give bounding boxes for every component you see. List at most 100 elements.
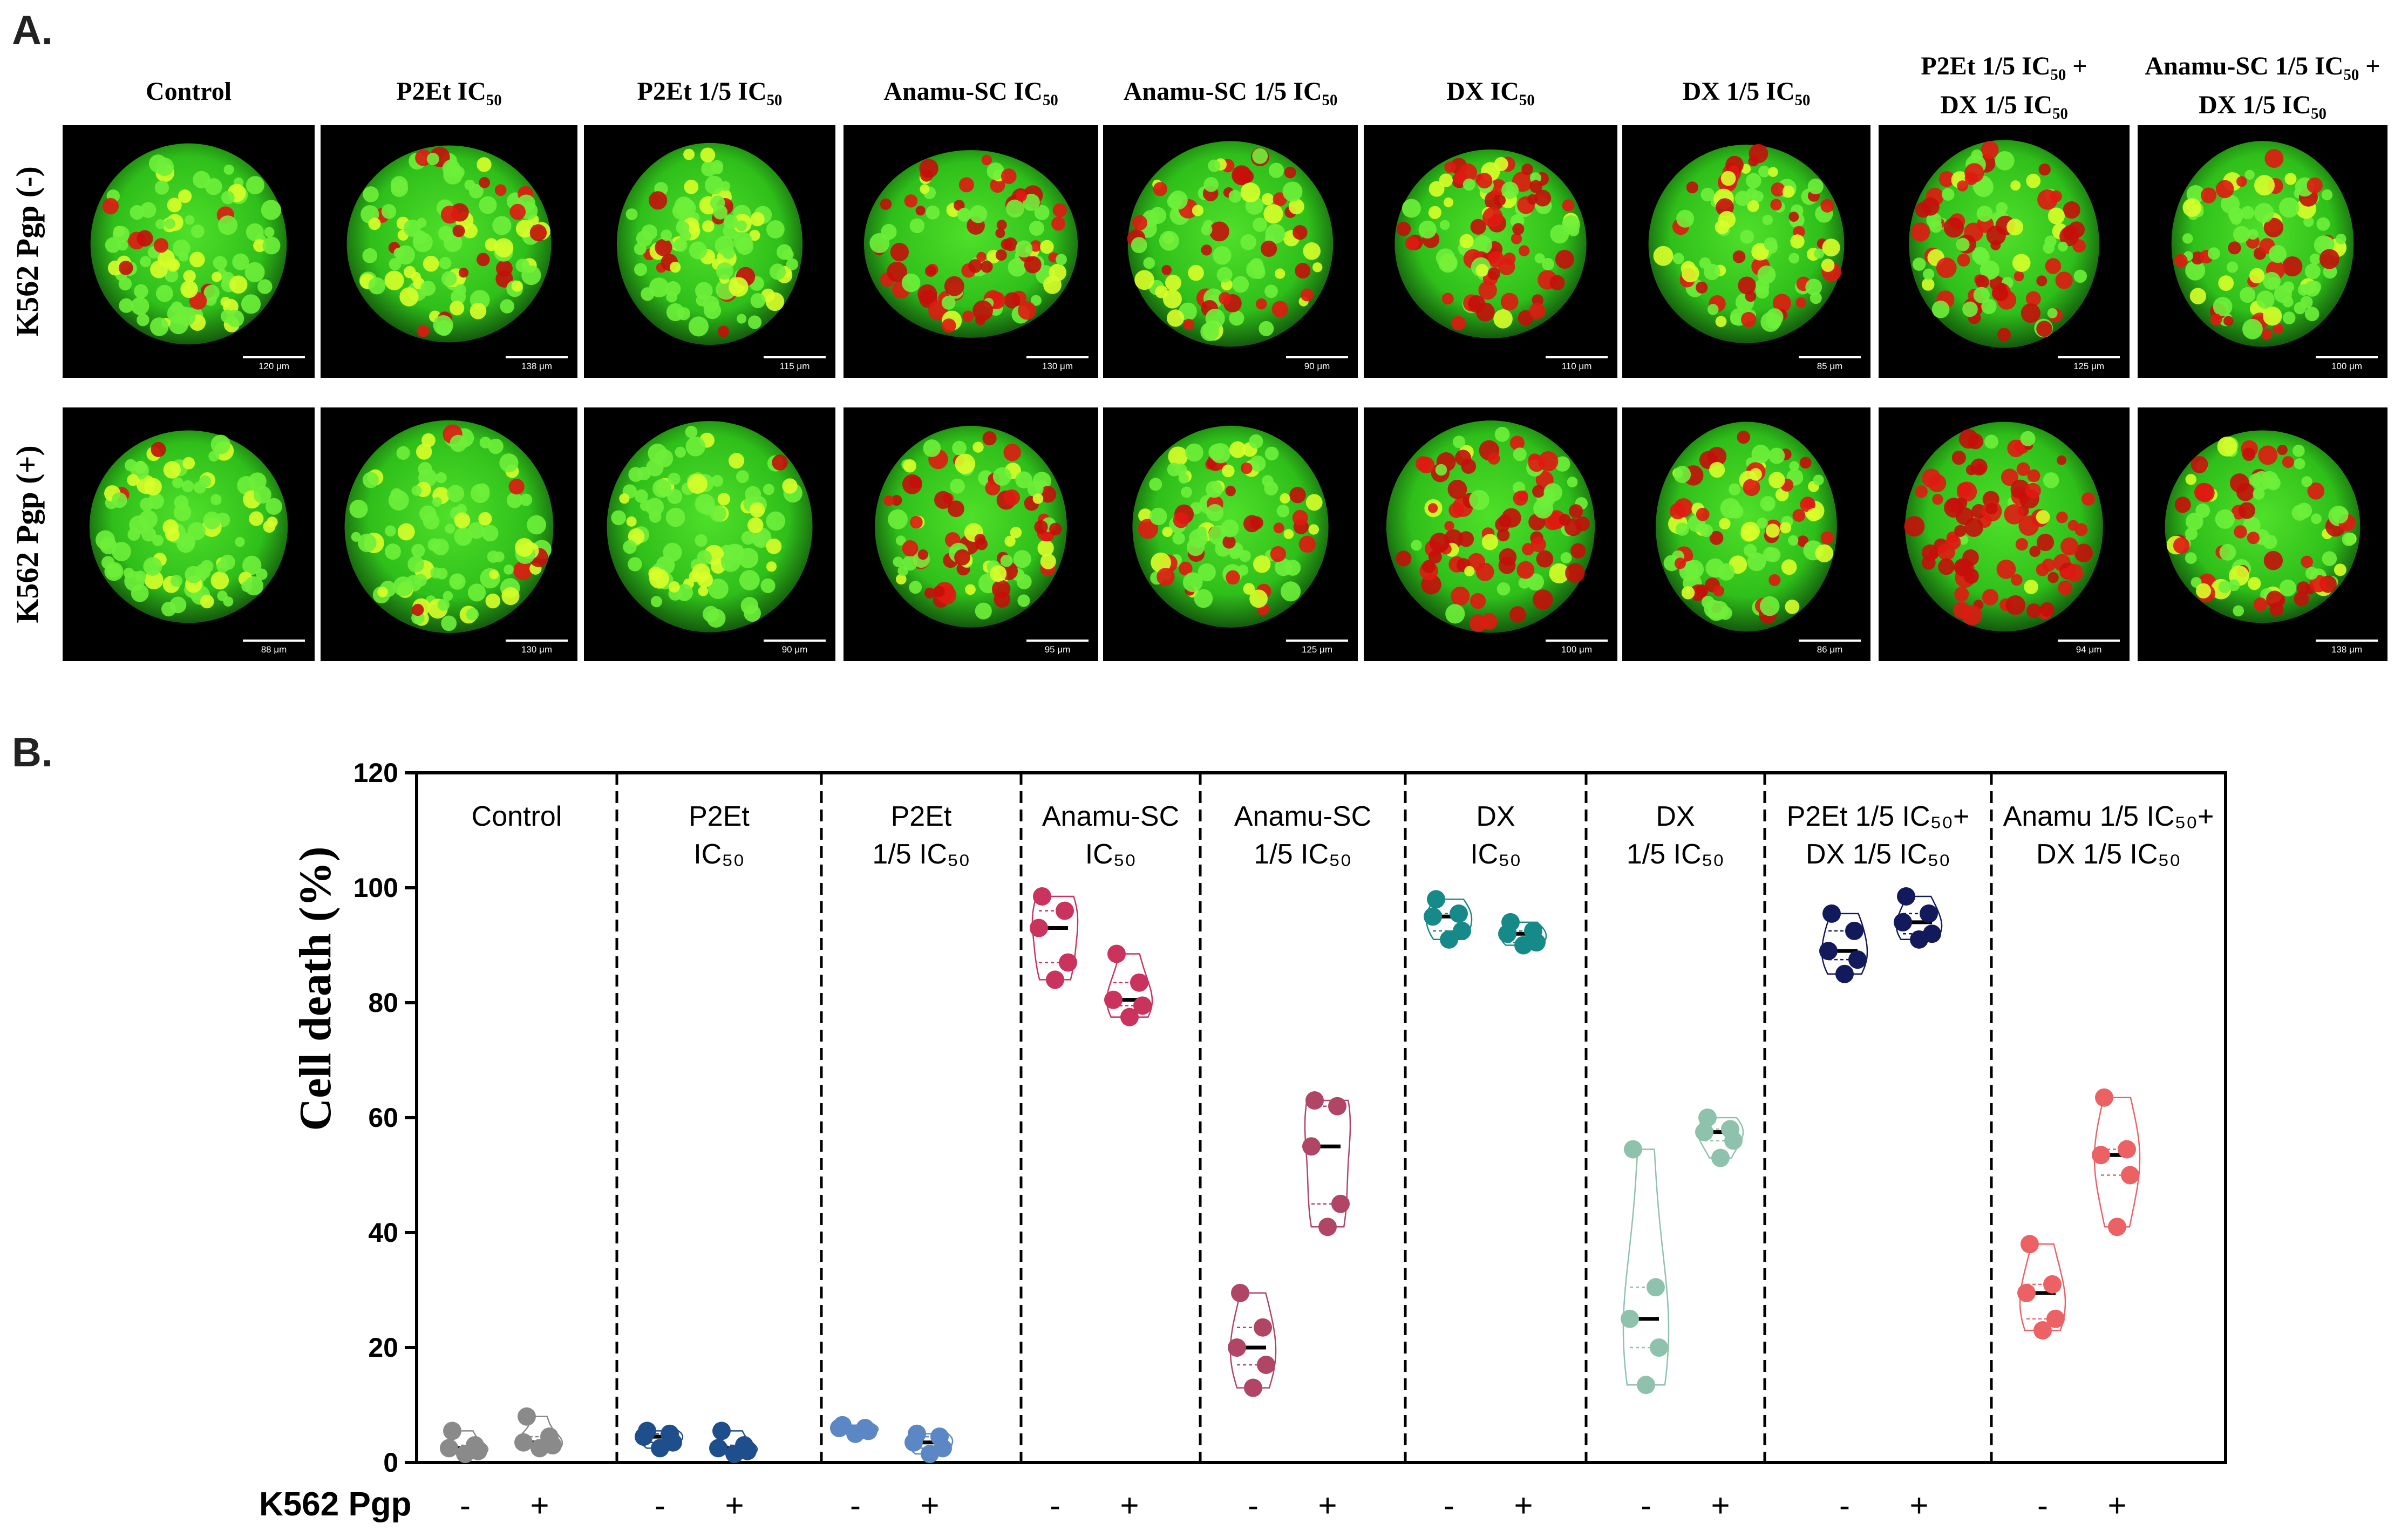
live-cell-dot	[2278, 197, 2300, 218]
live-cell-dot	[698, 586, 709, 596]
live-cell-dot	[766, 538, 782, 554]
live-cell-dot	[2282, 311, 2296, 324]
live-cell-dot	[208, 451, 220, 462]
live-cell-dot	[1453, 436, 1466, 448]
live-cell-dot	[670, 261, 681, 273]
live-cell-dot	[178, 189, 192, 203]
dead-cell-dot	[1975, 275, 1989, 289]
dead-cell-dot	[1487, 452, 1500, 465]
live-cell-dot	[1439, 220, 1450, 230]
live-cell-dot	[1201, 224, 1213, 236]
dead-cell-dot	[1004, 292, 1021, 309]
dead-cell-dot	[1743, 479, 1760, 497]
dead-cell-dot	[933, 586, 945, 597]
live-cell-dot	[470, 302, 487, 319]
live-cell-dot	[134, 570, 146, 582]
live-cell-dot	[167, 198, 182, 213]
dead-cell-dot	[2173, 537, 2190, 554]
dead-cell-dot	[2282, 256, 2303, 277]
dead-cell-dot	[883, 495, 894, 506]
live-cell-dot	[1040, 240, 1054, 254]
scale-bar-label: 115 μm	[780, 361, 810, 371]
dead-cell-dot	[1132, 215, 1147, 230]
dead-cell-dot	[1001, 239, 1012, 250]
pgp-plus-sign: +	[1120, 1487, 1139, 1524]
dead-cell-dot	[1497, 528, 1510, 542]
live-cell-dot	[107, 260, 123, 276]
live-cell-dot	[1181, 486, 1193, 498]
live-cell-dot	[1534, 253, 1545, 264]
dead-cell-dot	[1482, 207, 1503, 228]
micrograph-tile: 100 μm	[2138, 125, 2387, 378]
live-cell-dot	[1149, 478, 1162, 491]
data-point	[712, 1422, 731, 1440]
live-cell-dot	[411, 485, 422, 496]
column-header: Anamu-SC 1/5 IC₅₀	[1124, 77, 1338, 106]
dead-cell-dot	[2004, 504, 2024, 525]
live-cell-dot	[451, 289, 466, 305]
dead-cell-dot	[1270, 546, 1286, 562]
dead-cell-dot	[1686, 181, 1698, 194]
live-cell-dot	[511, 280, 523, 292]
data-point	[2092, 1146, 2110, 1165]
live-cell-dot	[1032, 493, 1044, 504]
live-cell-dot	[1275, 268, 1285, 279]
dead-cell-dot	[1513, 491, 1528, 506]
live-cell-dot	[782, 478, 798, 494]
live-cell-dot	[1543, 483, 1562, 502]
live-cell-dot	[623, 540, 637, 554]
dead-cell-dot	[1738, 276, 1756, 295]
live-cell-dot	[926, 205, 940, 220]
data-point	[1107, 944, 1126, 963]
dead-cell-dot	[1016, 190, 1027, 202]
live-cell-dot	[1541, 258, 1554, 270]
live-cell-dot	[684, 179, 699, 194]
live-cell-dot	[265, 498, 282, 515]
live-cell-dot	[111, 492, 127, 508]
dead-cell-dot	[2253, 597, 2268, 611]
dead-cell-dot	[1713, 585, 1725, 597]
dead-cell-dot	[917, 549, 928, 560]
live-cell-dot	[1821, 259, 1835, 272]
live-cell-dot	[1676, 522, 1689, 536]
group-label-line2: IC₅₀	[693, 839, 745, 870]
live-cell-dot	[1016, 574, 1032, 589]
live-cell-dot	[619, 493, 630, 504]
data-point	[2121, 1166, 2139, 1185]
live-cell-dot	[1131, 237, 1147, 254]
live-cell-dot	[716, 262, 733, 280]
data-point	[735, 1436, 753, 1455]
live-cell-dot	[888, 509, 908, 529]
live-cell-dot	[1813, 474, 1824, 486]
live-cell-dot	[674, 196, 693, 215]
live-cell-dot	[185, 215, 195, 225]
dead-cell-dot	[1451, 586, 1470, 606]
live-cell-dot	[1958, 535, 1969, 545]
dead-cell-dot	[1957, 180, 1968, 192]
dead-cell-dot	[1562, 199, 1575, 212]
live-cell-dot	[1740, 525, 1758, 542]
live-cell-dot	[1162, 526, 1173, 538]
dead-cell-dot	[1963, 568, 1979, 584]
dead-cell-dot	[1451, 316, 1466, 331]
dead-cell-dot	[2038, 163, 2051, 176]
dead-cell-dot	[1512, 223, 1525, 235]
micrograph-grid: 120 μm 138 μm 115 μm 130 μm 90 μm 110 μm 85 μm…	[63, 125, 2387, 661]
live-cell-dot	[1459, 234, 1474, 249]
live-cell-dot	[1229, 310, 1244, 326]
live-cell-dot	[1513, 447, 1527, 461]
data-point	[1637, 1376, 1655, 1395]
data-point	[930, 1427, 949, 1446]
live-cell-dot	[242, 555, 262, 575]
column-headers: Control P2Et IC₅₀ P2Et 1/5 IC₅₀ Anamu-SC IC…	[146, 52, 2380, 119]
live-cell-dot	[385, 543, 401, 560]
live-cell-dot	[2268, 277, 2280, 289]
dead-cell-dot	[2273, 323, 2283, 334]
live-cell-dot	[165, 218, 175, 229]
live-cell-dot	[893, 556, 903, 567]
dead-cell-dot	[2228, 241, 2241, 255]
data-point	[1524, 921, 1542, 940]
micrograph-tile: 90 μm	[1103, 125, 1358, 378]
live-cell-dot	[2182, 198, 2202, 217]
live-cell-dot	[441, 615, 457, 631]
